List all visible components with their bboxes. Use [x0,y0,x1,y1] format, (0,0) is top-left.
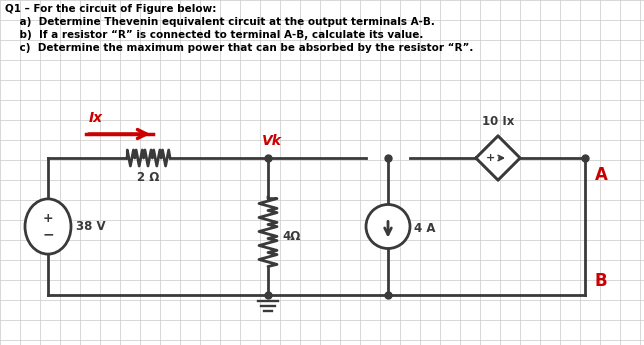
Text: 4Ω: 4Ω [282,230,300,243]
Text: 38 V: 38 V [76,220,106,233]
Text: Vk: Vk [262,134,282,148]
Text: Q1 – For the circuit of Figure below:: Q1 – For the circuit of Figure below: [5,4,216,14]
Text: 4 A: 4 A [414,222,435,235]
Text: −: − [43,227,54,242]
Text: +: + [43,212,53,225]
Circle shape [366,205,410,248]
Text: Ix: Ix [89,111,103,125]
Text: b)  If a resistor “R” is connected to terminal A-B, calculate its value.: b) If a resistor “R” is connected to ter… [5,30,423,40]
Text: 10 Ix: 10 Ix [482,115,514,128]
Text: A: A [595,166,608,184]
Text: B: B [595,272,608,290]
Text: c)  Determine the maximum power that can be absorbed by the resistor “R”.: c) Determine the maximum power that can … [5,43,473,53]
Text: 2 Ω: 2 Ω [137,171,159,184]
Polygon shape [476,136,520,180]
Text: a)  Determine Thevenin equivalent circuit at the output terminals A-B.: a) Determine Thevenin equivalent circuit… [5,17,435,27]
Text: +: + [486,153,496,163]
Ellipse shape [25,199,71,254]
